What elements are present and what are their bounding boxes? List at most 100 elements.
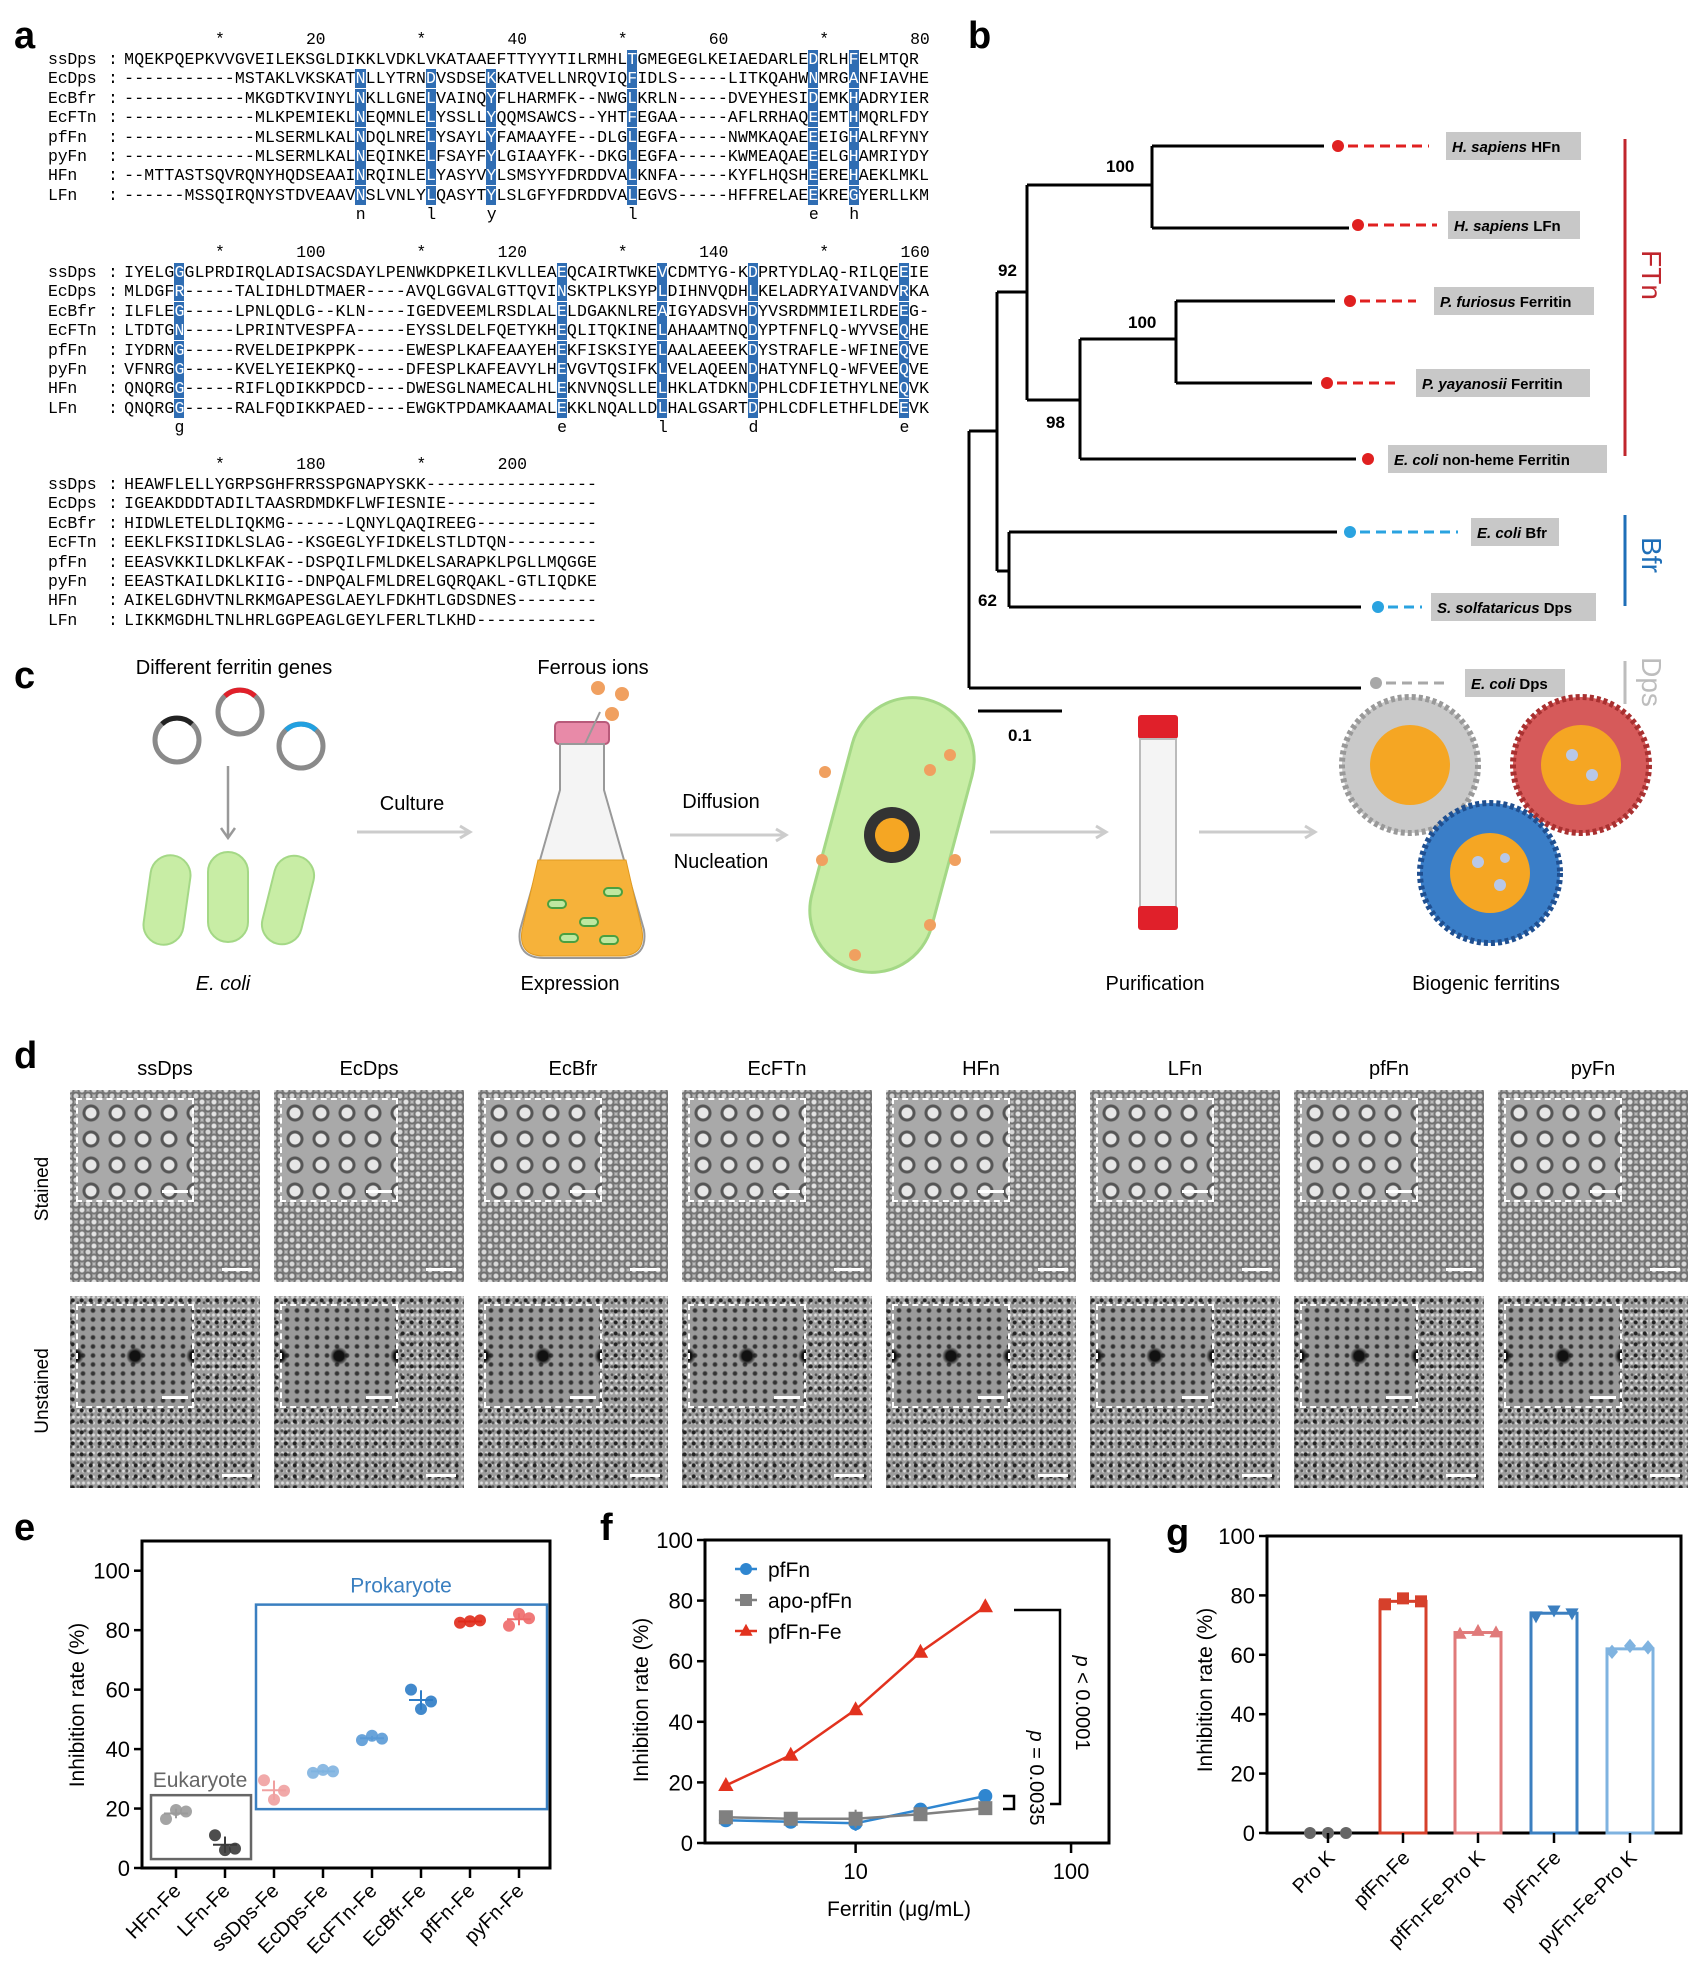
residue: - — [486, 475, 497, 494]
residue: L — [385, 88, 396, 108]
residue: - — [184, 398, 195, 418]
residue: P — [295, 591, 305, 611]
residue: L — [506, 88, 517, 108]
residue: L — [627, 88, 637, 108]
residue: T — [778, 321, 788, 341]
residue: K — [737, 340, 748, 360]
residue: K — [607, 340, 617, 360]
residue: Y — [637, 282, 648, 302]
residue: - — [506, 494, 517, 514]
sequence: ------------MKGDTKVINYLNKLLGNELVAINQYFLH… — [124, 88, 929, 108]
residue: N — [224, 591, 235, 611]
sequence-name: LFn — [48, 398, 78, 418]
residue: R — [878, 147, 889, 166]
residue: G — [345, 610, 356, 630]
residue: R — [536, 88, 547, 108]
residue: A — [768, 147, 778, 166]
residue: I — [244, 379, 255, 399]
residue: N — [395, 166, 406, 186]
sequence-name: pyFn — [48, 360, 87, 379]
residue: S — [788, 166, 798, 186]
residue: H — [838, 50, 849, 69]
residue: S — [365, 185, 376, 205]
residue: - — [184, 108, 195, 128]
residue: - — [174, 108, 185, 128]
residue: N — [365, 513, 376, 533]
separator: : — [108, 321, 118, 341]
zoom-inset — [1504, 1304, 1622, 1408]
residue: D — [878, 282, 889, 302]
residue: H — [687, 282, 698, 302]
residue: - — [506, 572, 517, 591]
residue: A — [506, 340, 517, 360]
leaf-label: E. coli non-heme Ferritin — [1394, 452, 1570, 469]
residue: L — [234, 301, 245, 321]
residue: L — [486, 301, 497, 321]
residue: A — [405, 282, 416, 302]
residue: - — [697, 127, 708, 147]
sequence-name: EcFTn — [48, 108, 97, 128]
residue: A — [345, 591, 356, 611]
residue: M — [818, 69, 829, 89]
residue: E — [637, 127, 648, 147]
residue: I — [315, 88, 326, 108]
column-label-ecbfr: EcBfr — [549, 1058, 598, 1080]
residue: T — [587, 282, 597, 302]
residue: E — [556, 263, 567, 282]
arrow-icons — [357, 824, 1318, 843]
residue: E — [677, 50, 688, 69]
residue: W — [154, 475, 165, 494]
residue: I — [194, 552, 205, 572]
residue: G — [446, 379, 456, 399]
residue: - — [365, 321, 376, 341]
residue: E — [345, 398, 356, 418]
residue: - — [214, 88, 225, 108]
residue: W — [627, 263, 637, 282]
residue: E — [426, 340, 436, 360]
residue: S — [426, 321, 436, 341]
p-value-label: p < 0.0001 — [1071, 1654, 1093, 1750]
separator: : — [108, 340, 118, 360]
leaf-label: S. solfataricus Dps — [1437, 600, 1572, 617]
residue: R — [637, 301, 648, 321]
sequence-name: pfFn — [48, 552, 87, 572]
residue: - — [164, 185, 175, 205]
residue: D — [325, 494, 336, 514]
data-point — [1304, 1827, 1316, 1839]
residue: - — [385, 360, 396, 379]
residue: L — [868, 263, 879, 282]
separator: : — [108, 147, 118, 166]
residue: A — [476, 360, 487, 379]
leaf-protein: Ferritin — [1516, 294, 1572, 311]
residue: Q — [436, 185, 446, 205]
residue: K — [144, 591, 154, 611]
residue: W — [737, 147, 748, 166]
residue: S — [667, 185, 678, 205]
residue: I — [677, 282, 688, 302]
residue: K — [576, 398, 587, 418]
residue: G — [848, 185, 859, 205]
leaf-label-box — [1471, 518, 1559, 546]
residue: T — [617, 108, 627, 128]
separator: : — [108, 263, 118, 282]
residue: D — [868, 88, 879, 108]
residue: A — [888, 69, 899, 89]
residue: R — [234, 398, 245, 418]
residue: E — [124, 572, 134, 591]
culture-label: Culture — [380, 793, 444, 815]
residue: E — [798, 147, 809, 166]
residue: Y — [788, 360, 798, 379]
residue: L — [748, 108, 758, 128]
biogenic-label: Biogenic ferritins — [1412, 973, 1560, 995]
residue: L — [637, 398, 648, 418]
residue: K — [838, 88, 849, 108]
residue: - — [395, 398, 406, 418]
residue: - — [717, 185, 728, 205]
residue: - — [395, 321, 406, 341]
residue: N — [737, 379, 748, 399]
residue: D — [345, 263, 356, 282]
residue: H — [275, 166, 285, 186]
residue: E — [295, 108, 305, 128]
residue: A — [798, 340, 809, 360]
residue: G — [174, 591, 185, 611]
